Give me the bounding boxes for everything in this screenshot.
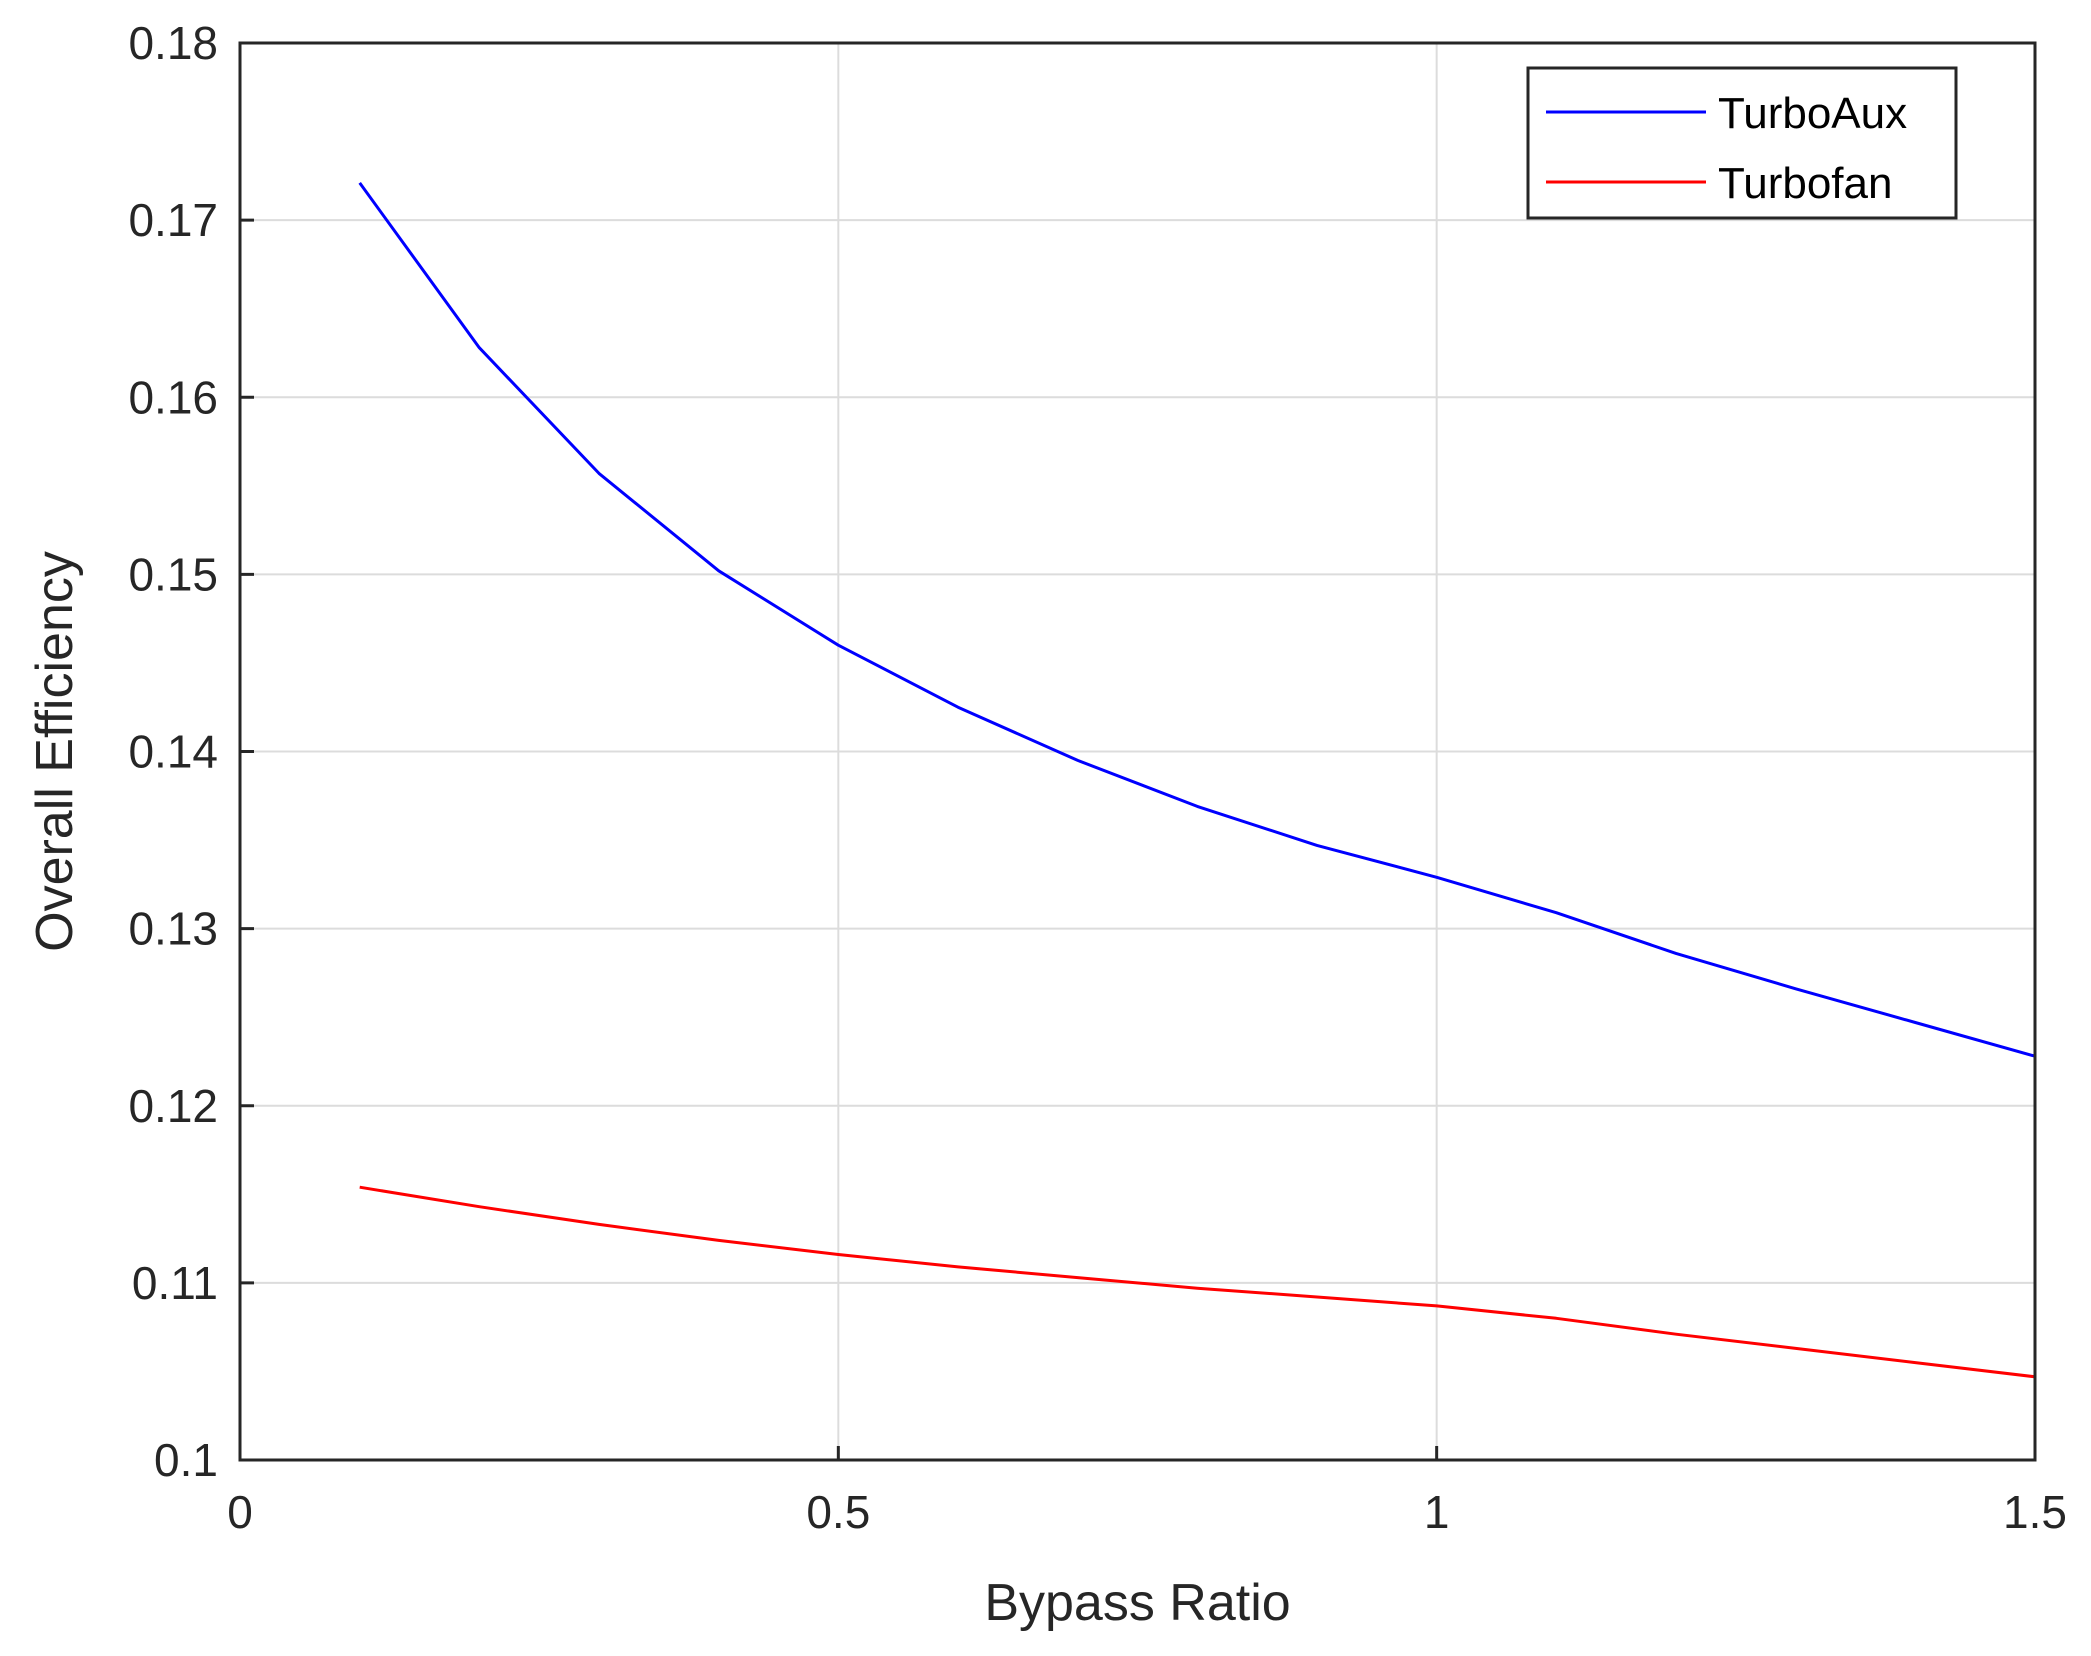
y-tick-label: 0.16: [128, 371, 218, 423]
series-line-turbofan: [359, 1185, 2036, 1379]
y-tick-label: 0.14: [128, 726, 218, 778]
series-line-turboaux: [358, 182, 2036, 1058]
x-tick-label: 0: [227, 1486, 253, 1538]
axis-ticks: 0 0.5 1 1.5 0.1 0.11 0.12 0.13 0.14 0.15 0.16 0.17 0…: [128, 17, 2067, 1538]
legend: TurboAux Turbofan: [1526, 66, 1958, 220]
x-axis-title: Bypass Ratio: [984, 1574, 1290, 1632]
y-tick-label: 0.15: [128, 548, 218, 600]
y-tick-label: 0.17: [128, 194, 218, 246]
y-tick-label: 0.1: [154, 1434, 218, 1486]
y-tick-label: 0.12: [128, 1080, 218, 1132]
legend-label-turboaux: TurboAux: [1718, 89, 1907, 138]
y-axis-title: Overall Efficiency: [26, 551, 84, 952]
series-lines: [358, 182, 2036, 1379]
legend-box: [1526, 66, 1958, 220]
y-tick-label: 0.11: [132, 1257, 218, 1309]
y-tick-label: 0.13: [128, 903, 218, 955]
y-tick-label: 0.18: [128, 17, 218, 69]
x-tick-label: 0.5: [806, 1486, 870, 1538]
legend-label-turbofan: Turbofan: [1718, 159, 1892, 208]
x-tick-label: 1.5: [2003, 1486, 2067, 1538]
x-tick-label: 1: [1424, 1486, 1450, 1538]
